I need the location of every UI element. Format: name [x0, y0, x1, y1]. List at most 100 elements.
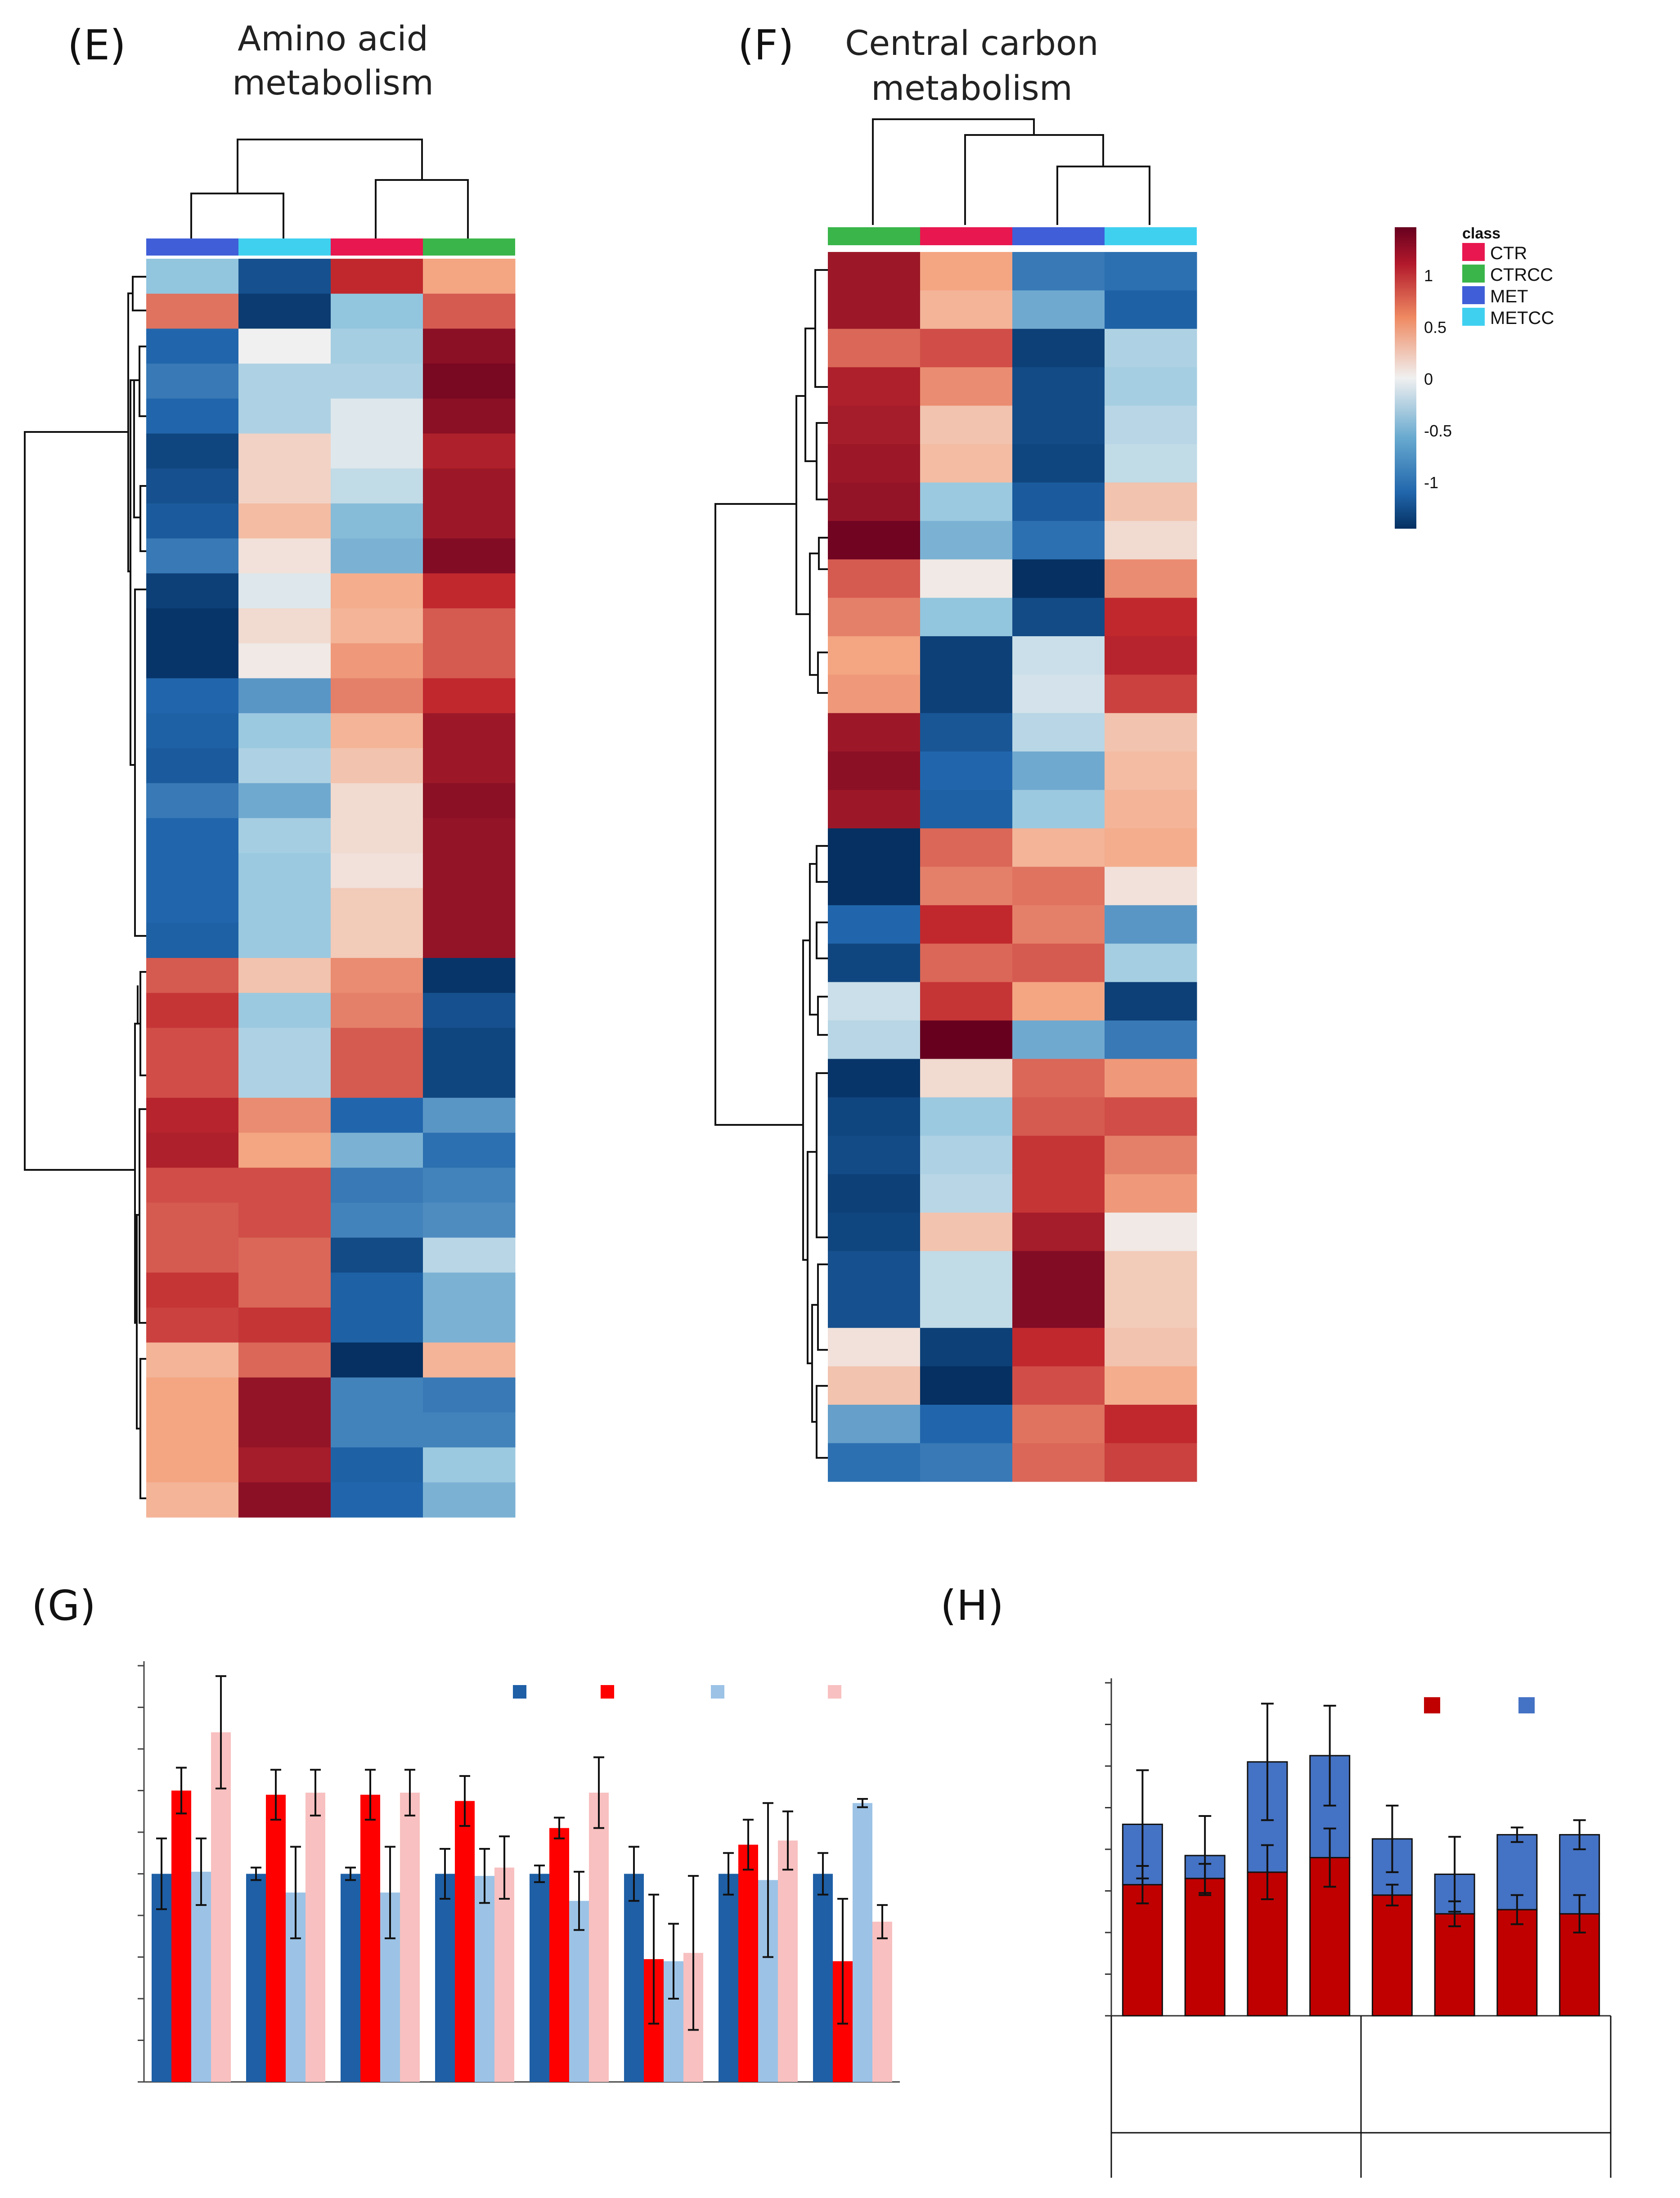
- bar-metcc: [305, 1793, 325, 2082]
- heatmap-cell: [238, 328, 331, 364]
- heatmap-cell: [920, 328, 1013, 368]
- heatmap-cell: [423, 608, 516, 644]
- bar-ctr: [530, 1874, 549, 2082]
- heatmap-cell: [828, 367, 921, 406]
- heatmap-cell: [146, 503, 239, 539]
- heatmap-cell: [423, 1202, 516, 1238]
- heatmap-cell: [1105, 828, 1197, 867]
- heatmap-cell: [1012, 1251, 1105, 1290]
- heatmap-cell: [331, 1133, 423, 1168]
- heatmap-cell: [331, 433, 423, 469]
- heatmap-cell: [828, 713, 921, 752]
- heatmap-cell: [828, 636, 921, 675]
- heatmap-cell: [331, 958, 423, 993]
- heatmap-cell: [828, 867, 921, 906]
- heatmap-cell: [1105, 751, 1197, 791]
- class-swatch-ctrcc: [1462, 265, 1485, 283]
- heatmap-cell: [423, 1133, 516, 1168]
- heatmap-cell: [331, 608, 423, 644]
- heatmap-cell: [1012, 598, 1105, 637]
- heatmap-cell: [920, 559, 1013, 598]
- heatmap-cell: [146, 888, 239, 923]
- heatmap-cell: [331, 503, 423, 539]
- heatmap-cell: [423, 783, 516, 818]
- heatmap-cell: [1105, 1213, 1197, 1251]
- heatmap-cell: [423, 818, 516, 854]
- heatmap-cell: [1012, 944, 1105, 983]
- heatmap-cell: [146, 328, 239, 364]
- heatmap-cell: [146, 1342, 239, 1378]
- heatmap-cell: [828, 1405, 921, 1443]
- heatmap-f: [828, 227, 1197, 1482]
- heatmap-cell: [331, 748, 423, 783]
- heatmap-cell: [238, 1377, 331, 1413]
- heatmap-cell: [828, 290, 921, 329]
- heatmap-cell: [238, 259, 331, 294]
- heatmap-cell: [331, 1028, 423, 1063]
- bar-met: [455, 1801, 475, 2082]
- heatmap-cell: [828, 1328, 921, 1367]
- heatmap-cell: [423, 958, 516, 993]
- heatmap-cell: [1105, 867, 1197, 906]
- heatmap-cell: [828, 482, 921, 521]
- heatmap-cell: [146, 1237, 239, 1273]
- heatmap-cell: [1105, 1174, 1197, 1213]
- heatmap-cell: [331, 538, 423, 574]
- heatmap-cell: [423, 293, 516, 329]
- heatmap-cell: [423, 468, 516, 504]
- heatmap-cell: [423, 573, 516, 609]
- heatmap-cell: [146, 468, 239, 504]
- heatmap-class-legend: class CTR CTRCC MET METCC: [1462, 225, 1554, 328]
- heatmap-cell: [920, 751, 1013, 791]
- heatmap-cell: [1105, 444, 1197, 483]
- heatmap-cell: [828, 1097, 921, 1136]
- heatmap-cell: [146, 783, 239, 818]
- heatmap-e: [146, 238, 516, 1518]
- bar-ctrcc: [475, 1876, 494, 2082]
- class-swatch-met: [1462, 286, 1485, 304]
- heatmap-cell: [238, 853, 331, 889]
- heatmap-cell: [331, 853, 423, 889]
- heatmap-cell: [331, 573, 423, 609]
- heatmap-cell: [828, 252, 921, 291]
- heatmap-cell: [423, 1272, 516, 1308]
- heatmap-cell: [920, 674, 1013, 714]
- bar-metcc: [211, 1732, 231, 2082]
- heatmap-cell: [238, 433, 331, 469]
- heatmap-cell: [920, 1020, 1013, 1059]
- heatmap-f-column-dendrogram: [872, 118, 1150, 225]
- heatmap-cell: [1012, 521, 1105, 560]
- heatmap-cell: [828, 1213, 921, 1251]
- heatmap-cell: [238, 468, 331, 504]
- heatmap-cell: [828, 674, 921, 714]
- bar-glycoatp: [1371, 1894, 1413, 2017]
- heatmap-cell: [920, 1097, 1013, 1136]
- heatmap-cell: [1105, 1251, 1197, 1290]
- heatmap-cell: [423, 364, 516, 399]
- heatmap-cell: [1012, 1059, 1105, 1098]
- heatmap-cell: [238, 1028, 331, 1063]
- heatmap-cell: [1105, 1328, 1197, 1367]
- heatmap-cell: [238, 1237, 331, 1273]
- heatmap-cell: [828, 1251, 921, 1290]
- heatmap-cell: [1012, 982, 1105, 1021]
- heatmap-cell: [238, 1308, 331, 1343]
- heatmap-cell: [238, 1272, 331, 1308]
- bar-metcc: [400, 1793, 420, 2082]
- bar-metcc: [778, 1840, 798, 2082]
- heatmap-cell: [146, 1028, 239, 1063]
- class-bar-ctr: [331, 238, 423, 256]
- heatmap-cell: [423, 1308, 516, 1343]
- panel-e-title-line2: metabolism: [232, 63, 434, 103]
- heatmap-cell: [1105, 790, 1197, 829]
- heatmap-cell: [1105, 1289, 1197, 1328]
- class-bar-ctrcc: [423, 238, 515, 256]
- heatmap-cell: [1012, 790, 1105, 829]
- heatmap-cell: [146, 958, 239, 993]
- heatmap-cell: [828, 598, 921, 637]
- class-bar-met: [146, 238, 238, 256]
- heatmap-cell: [1012, 1136, 1105, 1175]
- heatmap-cell: [1012, 482, 1105, 521]
- class-legend-label: CTR: [1490, 243, 1527, 263]
- heatmap-cell: [238, 1202, 331, 1238]
